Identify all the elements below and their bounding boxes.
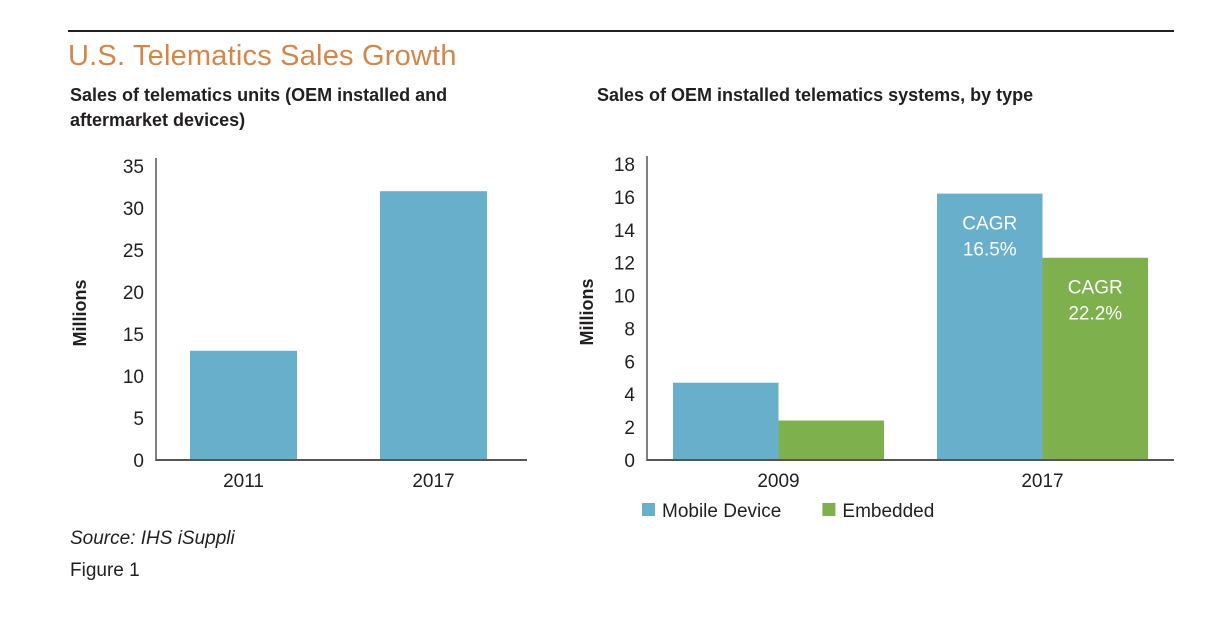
y-tick-label-1: 4 [624, 385, 635, 406]
y-tick-label-1: 6 [624, 352, 635, 373]
y-tick-label-1: 10 [614, 287, 635, 308]
y-tick-label-0: 5 [133, 409, 144, 430]
y-tick-label-1: 12 [614, 254, 635, 275]
bar-mobile-device-2017 [937, 193, 1043, 460]
bar-embedded-2009 [778, 420, 884, 460]
legend-swatch-embedded [822, 503, 836, 516]
legend-swatch-mobile-device [642, 503, 655, 516]
cagr-annotation-embedded: CAGR [1068, 278, 1123, 299]
y-tick-label-0: 10 [123, 367, 144, 388]
bar-embedded-2017 [1042, 257, 1148, 460]
y-tick-label-1: 16 [614, 188, 635, 209]
top-rule [68, 30, 1174, 32]
bar-2011 [190, 350, 297, 460]
y-tick-label-0: 20 [123, 283, 144, 304]
y-tick-label-1: 0 [624, 451, 635, 472]
cagr-annotation-mobile-device: 16.5% [963, 240, 1017, 261]
legend-label-mobile-device: Mobile Device [662, 501, 781, 522]
page-title: U.S. Telematics Sales Growth [68, 40, 457, 72]
x-tick-label-1: 2017 [1021, 471, 1063, 492]
source-note: Source: IHS iSuppli [70, 528, 235, 549]
x-tick-label-0: 2017 [412, 471, 454, 492]
y-tick-label-0: 0 [133, 451, 144, 472]
y-tick-label-0: 30 [123, 199, 144, 220]
figure-label: Figure 1 [70, 560, 140, 581]
y-tick-label-0: 25 [123, 241, 144, 262]
cagr-annotation-embedded: 22.2% [1068, 304, 1122, 325]
y-tick-label-1: 18 [614, 155, 635, 176]
x-tick-label-1: 2009 [757, 471, 799, 492]
y-tick-label-1: 8 [624, 319, 635, 340]
y-tick-label-0: 35 [123, 157, 144, 178]
y-axis-label-0: Millions [70, 280, 90, 347]
legend-label-embedded: Embedded [842, 501, 934, 522]
bar-2017 [380, 191, 487, 460]
cagr-annotation-mobile-device: CAGR [962, 214, 1017, 235]
x-tick-label-0: 2011 [223, 471, 264, 492]
bar-mobile-device-2009 [673, 382, 779, 460]
y-tick-label-1: 14 [614, 221, 636, 242]
y-tick-label-0: 15 [123, 325, 144, 346]
y-axis-label-1: Millions [577, 279, 597, 346]
left-chart-title: Sales of telematics units (OEM installed… [70, 85, 448, 130]
y-tick-label-1: 2 [624, 418, 635, 439]
right-chart-title: Sales of OEM installed telematics system… [597, 85, 1034, 105]
